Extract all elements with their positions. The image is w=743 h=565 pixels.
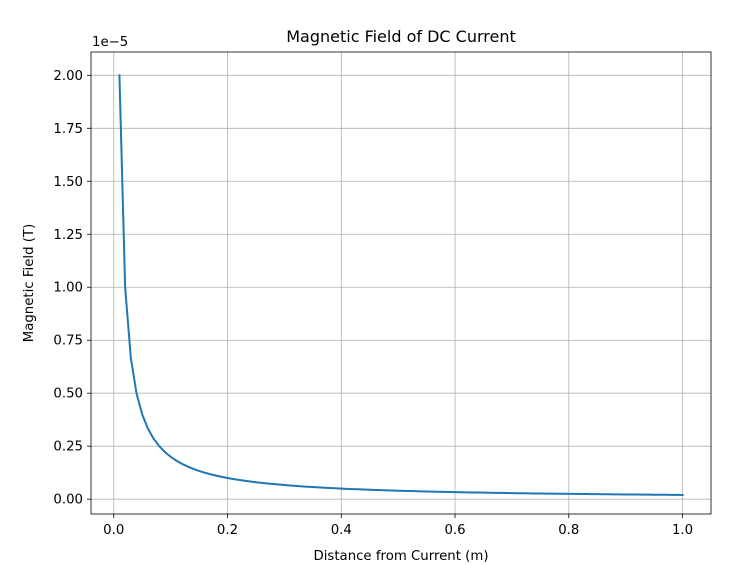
x-tick-label: 0.0 bbox=[103, 523, 124, 538]
y-tick-label: 1.25 bbox=[53, 228, 83, 243]
y-tick-label: 2.00 bbox=[53, 69, 83, 84]
y-tick-label: 0.25 bbox=[53, 440, 83, 455]
y-tick-label: 0.50 bbox=[53, 387, 83, 402]
x-tick-label: 0.2 bbox=[217, 523, 238, 538]
y-tick-label: 0.75 bbox=[53, 334, 83, 349]
y-axis: 0.00 0.25 0.50 0.75 1.00 1.25 1.50 1.75 2.00 bbox=[53, 69, 91, 508]
series-layer bbox=[118, 74, 684, 496]
series-line bbox=[118, 74, 684, 496]
x-axis-label: Distance from Current (m) bbox=[313, 549, 488, 564]
y-tick-label: 1.75 bbox=[53, 122, 83, 137]
chart-title: Magnetic Field of DC Current bbox=[286, 27, 516, 46]
y-offset-text: 1e−5 bbox=[92, 35, 128, 50]
y-tick-label: 0.00 bbox=[53, 493, 83, 508]
x-axis: 0.0 0.2 0.4 0.6 0.8 1.0 bbox=[103, 514, 693, 538]
x-tick-label: 0.8 bbox=[558, 523, 579, 538]
y-tick-label: 1.50 bbox=[53, 175, 83, 190]
x-tick-label: 0.6 bbox=[444, 523, 465, 538]
grid bbox=[91, 52, 711, 514]
x-tick-label: 0.4 bbox=[331, 523, 352, 538]
y-axis-label: Magnetic Field (T) bbox=[22, 224, 37, 343]
y-tick-label: 1.00 bbox=[53, 281, 83, 296]
x-tick-label: 1.0 bbox=[672, 523, 693, 538]
plot-frame bbox=[90, 51, 712, 515]
